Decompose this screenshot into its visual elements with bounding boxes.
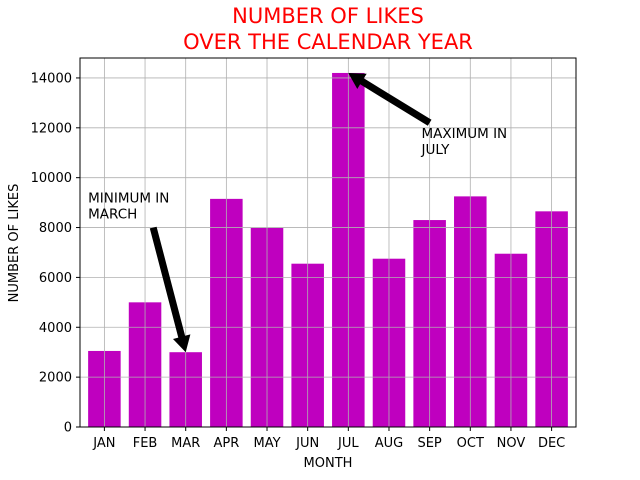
x-tick-label: MAR bbox=[171, 436, 200, 451]
x-tick-label: NOV bbox=[497, 436, 526, 451]
y-tick-label: 14000 bbox=[31, 71, 72, 86]
annotation-text-line2: JULY bbox=[421, 142, 451, 158]
x-tick-label: SEP bbox=[417, 436, 441, 451]
x-tick-label: JAN bbox=[92, 436, 115, 451]
chart-title-line1: NUMBER OF LIKES bbox=[232, 4, 424, 28]
x-tick-label: APR bbox=[213, 436, 239, 451]
chart-title-line2: OVER THE CALENDAR YEAR bbox=[183, 30, 473, 54]
plot-frame bbox=[79, 57, 577, 428]
y-tick-label: 12000 bbox=[31, 121, 72, 136]
y-tick-label: 2000 bbox=[39, 371, 72, 386]
grid bbox=[80, 58, 576, 428]
y-tick-label: 8000 bbox=[39, 221, 72, 236]
x-tick-label: OCT bbox=[457, 436, 484, 451]
annotation-text-line1: MINIMUM IN bbox=[88, 191, 169, 207]
y-tick-label: 10000 bbox=[31, 171, 72, 186]
y-axis-label: NUMBER OF LIKES bbox=[7, 184, 22, 303]
annotation-arrow bbox=[149, 226, 191, 353]
y-tick-label: 4000 bbox=[39, 321, 72, 336]
y-tick-label: 0 bbox=[64, 421, 72, 436]
annotation-text-line1: MAXIMUM IN bbox=[422, 126, 508, 142]
x-tick-label: FEB bbox=[133, 436, 158, 451]
annotation-arrow bbox=[348, 73, 432, 126]
x-tick-label: JUL bbox=[337, 436, 359, 451]
x-tick-label: DEC bbox=[538, 436, 565, 451]
y-tick-label: 6000 bbox=[39, 271, 72, 286]
ticks: 0 2000 4000 6000 8000 10000 12000 14000 JAN FEB MA… bbox=[31, 71, 566, 451]
annotation-text-line2: MARCH bbox=[88, 207, 137, 223]
x-axis-label: MONTH bbox=[304, 456, 353, 471]
x-tick-label: MAY bbox=[253, 436, 280, 451]
x-tick-label: AUG bbox=[375, 436, 403, 451]
x-tick-label: JUN bbox=[295, 436, 319, 451]
